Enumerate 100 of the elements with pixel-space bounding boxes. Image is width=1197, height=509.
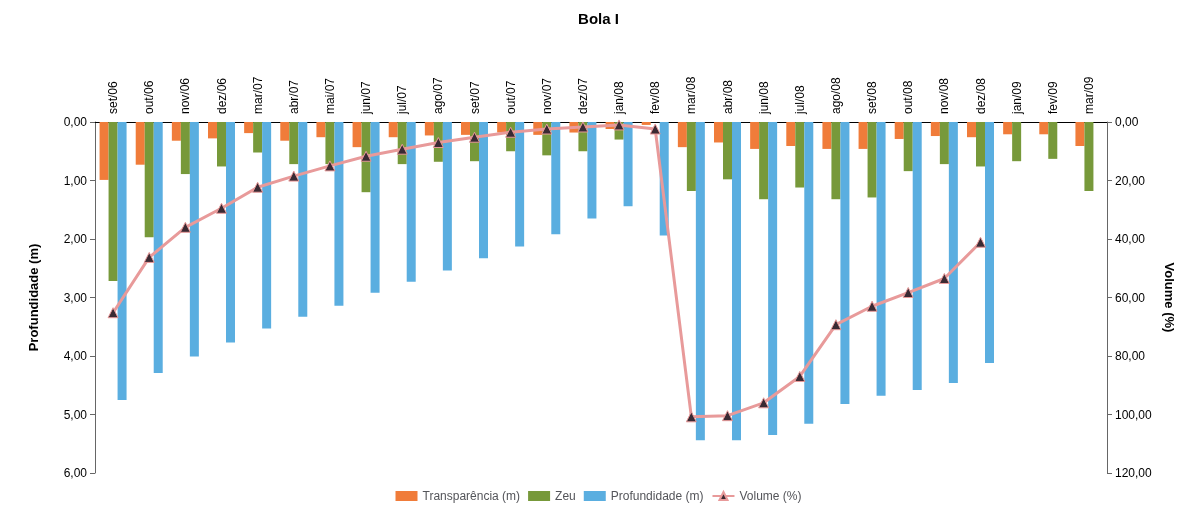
bar	[442, 122, 452, 271]
x-tick-label: mar/09	[1081, 76, 1096, 114]
bar	[316, 122, 326, 138]
y-tick-label: 2,00	[63, 232, 88, 246]
point	[432, 136, 444, 148]
bar	[180, 122, 190, 175]
bar	[587, 122, 597, 219]
bar	[822, 122, 832, 149]
y2-tick-label: 80,00	[1115, 349, 1146, 363]
bar	[208, 122, 217, 139]
bar	[244, 122, 254, 134]
bar	[497, 122, 507, 133]
bar	[1003, 122, 1013, 135]
bar	[677, 122, 687, 148]
x-tick-label: jan/09	[1009, 80, 1024, 115]
point	[613, 119, 625, 131]
point	[577, 121, 589, 133]
x-tick-label: out/06	[142, 80, 157, 114]
bar	[298, 122, 308, 317]
x-tick-label: jun/08	[756, 80, 771, 115]
bar	[714, 122, 723, 143]
bar	[144, 122, 154, 238]
y2-tick-label: 0,00	[1115, 115, 1139, 129]
bar	[217, 122, 226, 167]
x-tick-label: out/08	[901, 80, 916, 114]
bar	[732, 122, 741, 441]
point	[216, 202, 227, 214]
point	[649, 123, 661, 135]
legend-label: Profundidade (m)	[610, 489, 704, 503]
bar	[515, 122, 525, 247]
x-tick-label: set/08	[865, 80, 880, 114]
y2-tick-label: 20,00	[1115, 173, 1146, 188]
y2-axis-title: Volume (%)	[1161, 262, 1177, 333]
point	[324, 160, 336, 172]
x-tick-label: dez/08	[973, 77, 988, 114]
bar	[948, 122, 958, 383]
bar	[461, 122, 470, 135]
bar	[939, 122, 949, 165]
bar	[912, 122, 922, 390]
bar	[479, 122, 488, 259]
x-tick-label: nov/07	[539, 77, 554, 114]
x-tick-label: set/06	[106, 80, 121, 114]
bar	[985, 122, 994, 364]
bar	[795, 122, 805, 188]
y-tick-label: 5,00	[63, 407, 88, 422]
x-tick-label: jun/07	[359, 80, 374, 115]
point	[469, 131, 480, 143]
bar	[135, 122, 145, 165]
point	[143, 251, 155, 263]
bar	[804, 122, 814, 424]
point	[288, 170, 300, 182]
bar	[840, 122, 850, 404]
point	[252, 181, 264, 193]
bar	[967, 122, 976, 138]
chart-title: Bola I	[578, 10, 619, 27]
bar	[759, 122, 769, 200]
y-tick-label: 4,00	[63, 349, 88, 363]
bar	[858, 122, 868, 149]
bar	[289, 122, 299, 165]
legend-label: Transparência (m)	[422, 489, 521, 503]
bar	[153, 122, 163, 373]
bar	[831, 122, 841, 200]
bar	[108, 122, 118, 282]
x-tick-label: jan/08	[612, 80, 627, 115]
point	[830, 319, 842, 331]
point	[794, 370, 806, 382]
bar	[930, 122, 940, 137]
point	[179, 221, 191, 233]
point	[685, 411, 697, 423]
bar	[976, 122, 985, 167]
x-tick-label: ago/07	[431, 76, 446, 114]
bar	[171, 122, 181, 141]
legend-label: Volume (%)	[739, 489, 802, 503]
point	[505, 126, 517, 138]
y-tick-label: 3,00	[63, 290, 88, 305]
bar	[280, 122, 290, 141]
bar	[334, 122, 344, 306]
x-tick-label: mai/07	[322, 77, 337, 114]
bar	[1012, 122, 1022, 162]
bar	[723, 122, 732, 180]
x-tick-label: jul/08	[792, 84, 807, 115]
point	[866, 300, 878, 312]
point	[938, 272, 950, 284]
bar	[262, 122, 272, 329]
x-tick-label: jul/07	[395, 84, 410, 115]
bar	[1039, 122, 1049, 135]
y-tick-label: 6,00	[63, 466, 88, 480]
x-tick-label: set/07	[467, 80, 482, 114]
point	[902, 287, 914, 299]
point	[722, 410, 733, 422]
point	[107, 307, 119, 319]
bar	[1048, 122, 1058, 159]
point	[396, 143, 408, 155]
y-axis-title: Profundidade (m)	[26, 243, 41, 352]
bar	[1075, 122, 1085, 146]
point	[975, 236, 986, 248]
bar	[551, 122, 561, 235]
y2-tick-label: 120,00	[1115, 466, 1153, 480]
bar	[226, 122, 235, 343]
bar	[406, 122, 416, 282]
